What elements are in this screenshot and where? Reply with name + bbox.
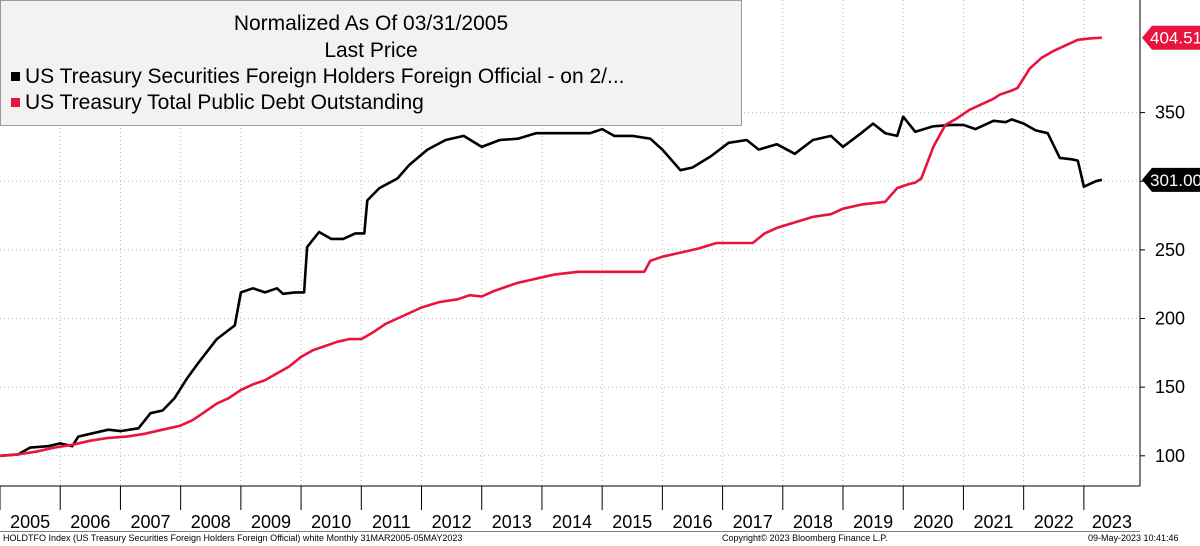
legend-entry-public-debt: US Treasury Total Public Debt Outstandin… <box>1 90 741 116</box>
x-tick-label-2021: 2021 <box>974 512 1014 532</box>
x-tick-label-2012: 2012 <box>432 512 472 532</box>
x-tick-label-2007: 2007 <box>131 512 171 532</box>
legend-swatch-black <box>11 72 20 81</box>
legend-box: Normalized As Of 03/31/2005 Last Price U… <box>0 0 742 126</box>
x-tick-label-2019: 2019 <box>853 512 893 532</box>
chart-canvas: 2005 2006 2007 2008 2009 2010 2011 2012 2013 2014… <box>0 0 1200 532</box>
last-value-label-0: 301.00 <box>1150 171 1200 190</box>
last-value-tag-0 <box>1142 167 1200 192</box>
x-tick-label-2010: 2010 <box>311 512 351 532</box>
last-value-label-1: 404.51 <box>1150 29 1200 48</box>
series-line-0 <box>0 115 1103 458</box>
footer-index-description: HOLDTFO Index (US Treasury Securities Fo… <box>3 533 463 543</box>
x-tick-label-2018: 2018 <box>793 512 833 532</box>
y-tick-label-200: 200 <box>1155 309 1185 329</box>
x-tick-label-2022: 2022 <box>1034 512 1074 532</box>
footer-timestamp: 09-May-2023 10:41:46 <box>1088 533 1179 543</box>
y-tick-label-350: 350 <box>1155 103 1185 123</box>
x-tick-label-2015: 2015 <box>612 512 652 532</box>
legend-label-public-debt: US Treasury Total Public Debt Outstandin… <box>25 91 424 114</box>
x-tick-label-2013: 2013 <box>492 512 532 532</box>
x-tick-label-2006: 2006 <box>70 512 110 532</box>
last-value-tag-1 <box>1142 25 1200 50</box>
x-tick-label-2023: 2023 <box>1092 512 1132 532</box>
x-tick-label-2014: 2014 <box>552 512 592 532</box>
legend-swatch-red <box>11 98 20 107</box>
x-tick-label-2011: 2011 <box>372 512 411 532</box>
x-tick-label-2016: 2016 <box>672 512 712 532</box>
x-tick-label-2008: 2008 <box>191 512 231 532</box>
legend-entry-foreign-holders: US Treasury Securities Foreign Holders F… <box>1 64 741 90</box>
series-line-1 <box>0 36 1102 458</box>
legend-label-foreign-holders: US Treasury Securities Foreign Holders F… <box>25 65 625 88</box>
x-tick-label-2020: 2020 <box>913 512 953 532</box>
y-tick-label-150: 150 <box>1155 377 1185 397</box>
x-tick-label-2009: 2009 <box>251 512 291 532</box>
footer: HOLDTFO Index (US Treasury Securities Fo… <box>0 532 1200 546</box>
footer-copyright: Copyright© 2023 Bloomberg Finance L.P. <box>722 533 888 543</box>
x-tick-label-2017: 2017 <box>733 512 773 532</box>
y-tick-label-100: 100 <box>1155 446 1185 466</box>
chart-subtitle: Last Price <box>324 39 418 62</box>
x-tick-label-2005: 2005 <box>10 512 50 532</box>
y-tick-label-250: 250 <box>1155 240 1185 260</box>
chart-title: Normalized As Of 03/31/2005 <box>233 12 509 35</box>
